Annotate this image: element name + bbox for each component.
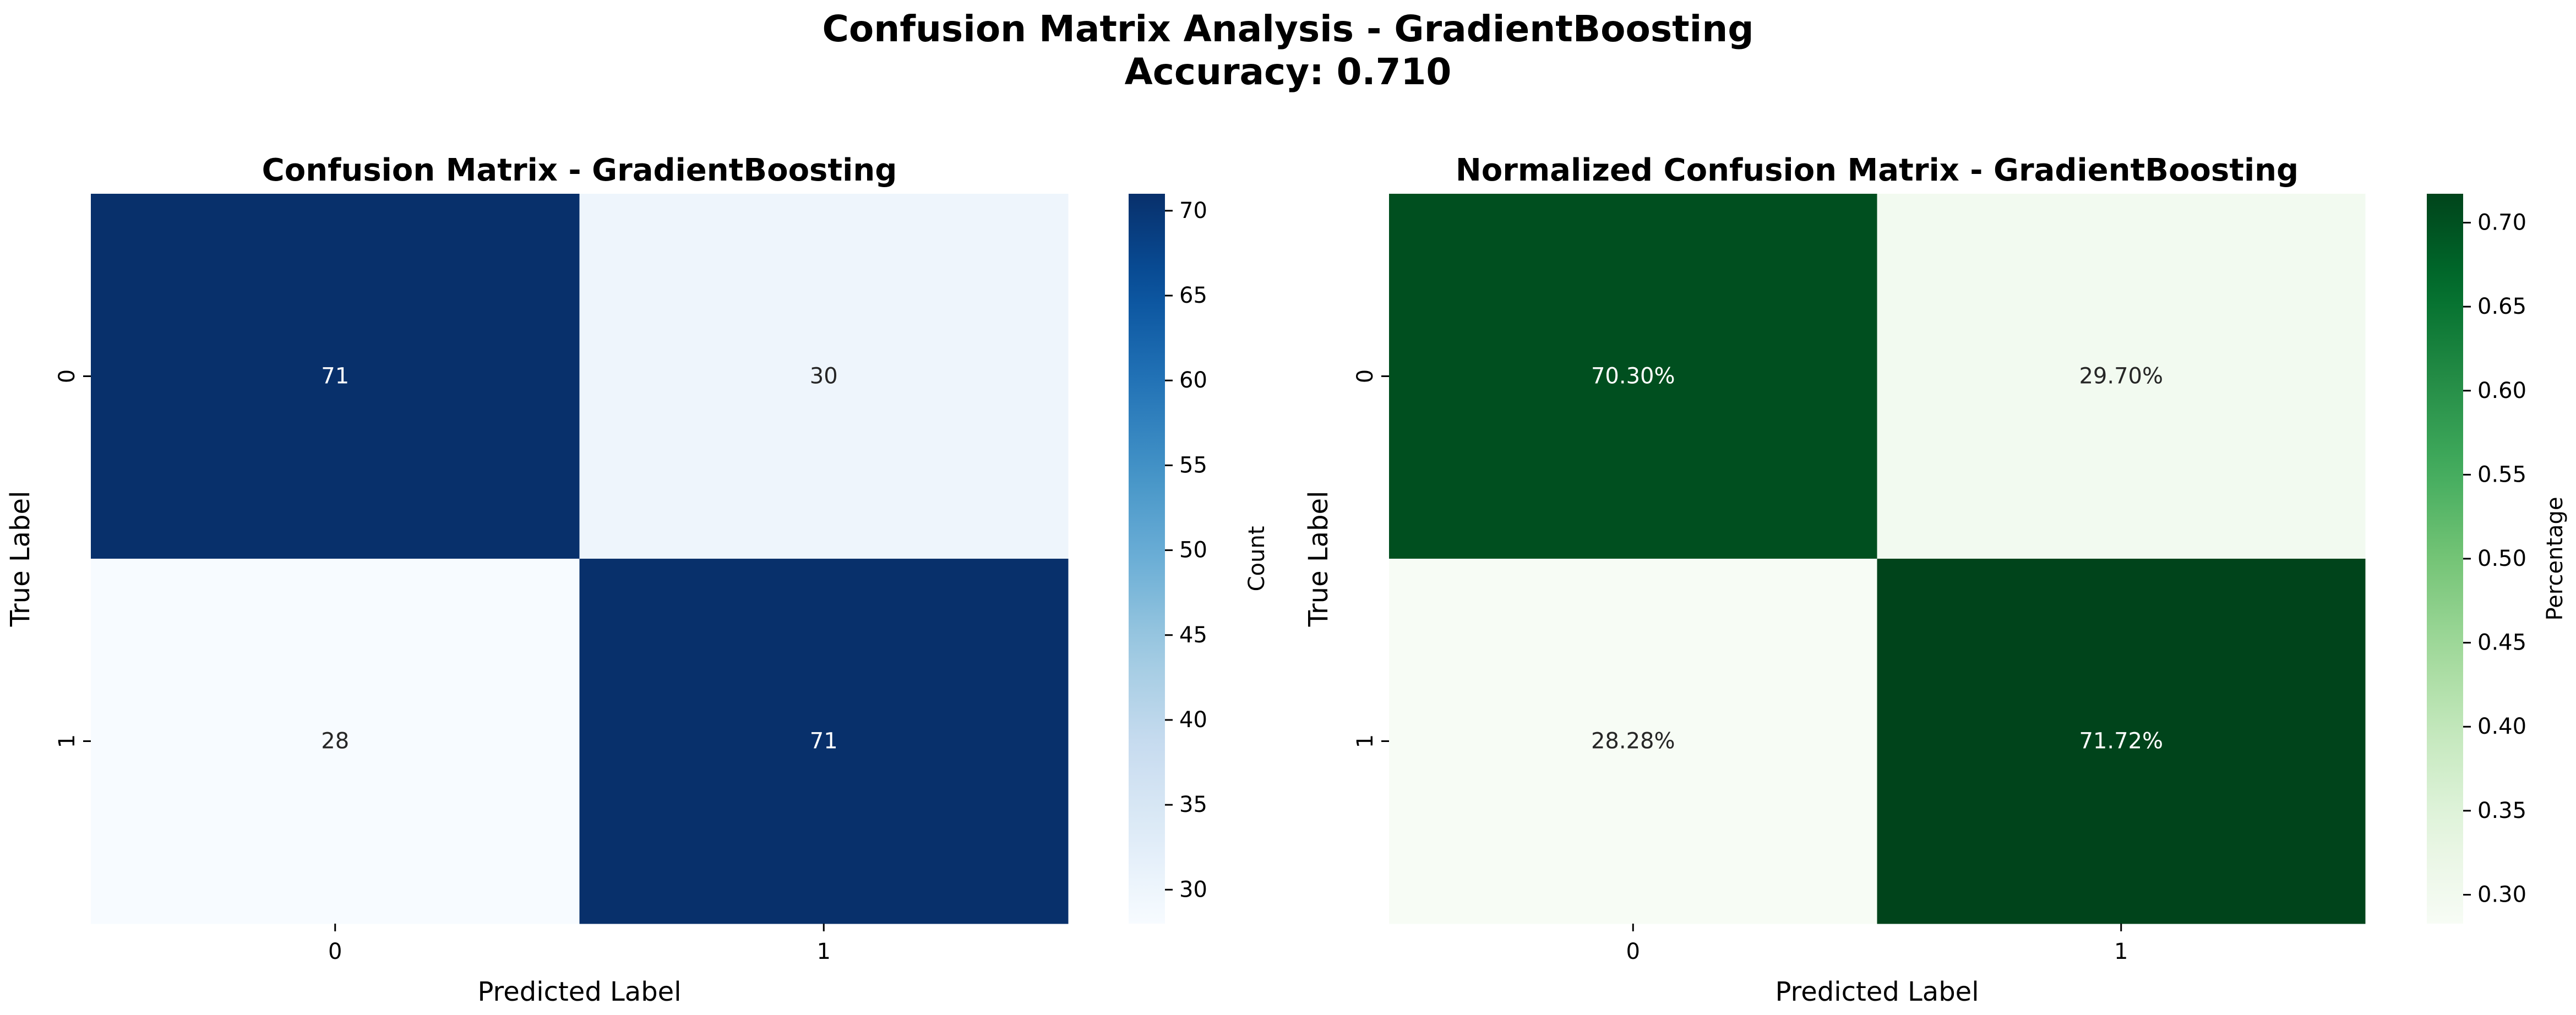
chart1-colorbar-tick-label-7: 65	[1179, 283, 1207, 308]
chart1-colorbar-label: Count	[1244, 526, 1270, 592]
chart1-cell-label-r0-c0: 71	[321, 364, 349, 389]
chart2-y-tick-label-0: 0	[1353, 369, 1378, 383]
chart1-colorbar-tick-label-3: 45	[1179, 623, 1207, 648]
chart2-colorbar-gradient	[2427, 194, 2463, 924]
chart2-x-tick-label-1: 1	[2114, 939, 2128, 964]
chart2-cell-label-r0-c0: 70.30%	[1591, 364, 1675, 389]
chart2-cell-r1-c1	[1877, 559, 2366, 924]
figure-title-line1: Confusion Matrix Analysis - GradientBoos…	[822, 8, 1754, 50]
chart1-colorbar-tick-label-5: 55	[1179, 452, 1207, 478]
chart2-cell-r0-c1	[1877, 194, 2366, 559]
chart2-colorbar-tick-label-2: 0.40	[2477, 714, 2526, 739]
chart1-colorbar-tick-label-0: 30	[1179, 877, 1207, 902]
chart1-y-tick-label-0: 0	[55, 369, 80, 383]
chart2-colorbar-tick-label-4: 0.50	[2477, 546, 2526, 571]
chart1-y-axis-label: True Label	[5, 491, 36, 627]
chart1-x-tick-label-0: 0	[328, 939, 342, 964]
chart2-x-tick-label-0: 0	[1626, 939, 1640, 964]
chart2-colorbar-tick-label-8: 0.70	[2477, 210, 2526, 236]
chart2-cell-label-r1-c1: 71.72%	[2079, 729, 2163, 754]
chart2-x-axis-label: Predicted Label	[1775, 976, 1979, 1007]
chart1-cell-label-r0-c1: 30	[810, 364, 838, 389]
chart2-colorbar-tick-label-5: 0.55	[2477, 462, 2526, 487]
chart2-cell-r0-c0	[1389, 194, 1877, 559]
chart2-y-axis-label: True Label	[1303, 491, 1334, 627]
chart1-cell-r0-c1	[579, 194, 1069, 559]
chart1-y-tick-label-1: 1	[55, 734, 80, 748]
chart2-colorbar-tick-label-3: 0.45	[2477, 630, 2526, 656]
chart1-colorbar-tick-label-1: 35	[1179, 792, 1207, 817]
chart1-x-tick-label-1: 1	[817, 939, 831, 964]
chart1-title: Confusion Matrix - GradientBoosting	[262, 152, 897, 188]
chart1-colorbar: 30 35 40 45 50 55 60 65 70 Count	[1129, 194, 1270, 924]
chart1-colorbar-tick-label-8: 70	[1179, 198, 1207, 223]
chart2-colorbar-label: Percentage	[2542, 496, 2568, 620]
chart1-cell-r1-c1	[579, 559, 1069, 924]
chart1-cell-r0-c0	[91, 194, 580, 559]
chart2-colorbar: 0.30 0.35 0.40 0.45 0.50 0.55 0.60 0.65 0.70 Perc…	[2427, 194, 2568, 924]
chart2-heatmap: 70.30% 29.70% 28.28% 71.72% 0 1 0 1 Normalized C…	[1303, 152, 2568, 1007]
figure-title: Confusion Matrix Analysis - GradientBoos…	[0, 8, 2576, 94]
chart2-cell-label-r0-c1: 29.70%	[2079, 364, 2163, 389]
chart1-heatmap: 71 30 28 71 0 1 0 1 Confusion Matrix - GradientB…	[5, 152, 1270, 1007]
chart2-colorbar-tick-label-0: 0.30	[2477, 882, 2526, 907]
chart2-cell-r1-c0	[1389, 559, 1877, 924]
figure-title-line2: Accuracy: 0.710	[1124, 51, 1452, 93]
chart2-title: Normalized Confusion Matrix - GradientBo…	[1456, 152, 2299, 188]
chart2-y-tick-label-1: 1	[1353, 734, 1378, 748]
chart2-cell-label-r1-c0: 28.28%	[1591, 729, 1675, 754]
chart1-cell-r1-c0	[91, 559, 580, 924]
chart1-colorbar-tick-label-2: 40	[1179, 707, 1207, 733]
chart2-colorbar-tick-label-7: 0.65	[2477, 294, 2526, 319]
chart1-colorbar-tick-label-4: 50	[1179, 538, 1207, 563]
chart1-colorbar-gradient	[1129, 194, 1165, 924]
chart1-cell-label-r1-c0: 28	[321, 729, 349, 754]
chart1-x-axis-label: Predicted Label	[477, 976, 681, 1007]
chart2-colorbar-tick-label-6: 0.60	[2477, 378, 2526, 403]
chart1-cell-label-r1-c1: 71	[810, 729, 838, 754]
chart2-colorbar-tick-label-1: 0.35	[2477, 798, 2526, 823]
chart1-colorbar-tick-label-6: 60	[1179, 368, 1207, 393]
